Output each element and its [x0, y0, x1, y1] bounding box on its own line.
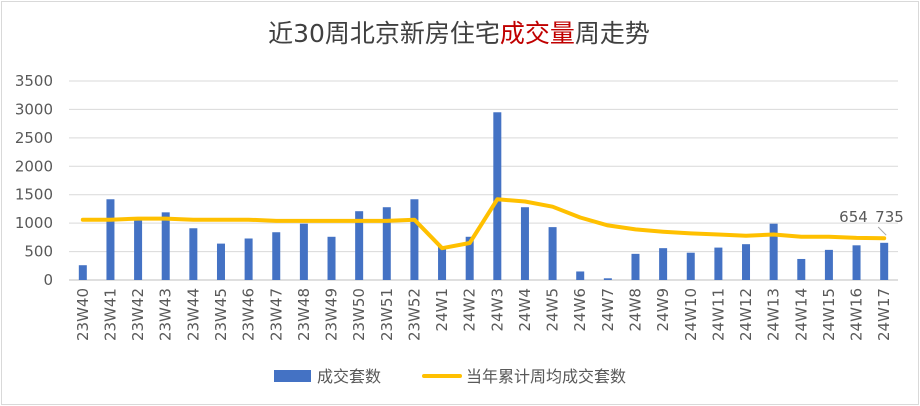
bar [520, 207, 529, 280]
x-tick-label: 24W17 [875, 288, 893, 341]
legend: 成交套数 当年累计周均成交套数 [274, 367, 626, 386]
legend-label: 当年累计周均成交套数 [466, 367, 626, 386]
x-tick-label: 24W6 [571, 288, 589, 331]
bar [327, 236, 336, 280]
x-tick-label: 23W51 [378, 288, 396, 341]
chart-title: 近30周北京新房住宅成交量周走势 [0, 14, 918, 50]
y-axis-ticks: 0 500 1000 1500 2000 2500 3000 3500 [15, 72, 53, 289]
bar [355, 211, 364, 280]
y-tick-label: 500 [24, 243, 53, 261]
chart-title-highlight: 成交量 [499, 19, 575, 48]
bar [493, 112, 502, 281]
annotations: 654 735 [839, 208, 904, 236]
bar [769, 223, 778, 280]
bar [299, 223, 308, 280]
bar [189, 228, 198, 280]
bar [603, 278, 612, 280]
x-tick-label: 23W46 [240, 288, 258, 341]
x-tick-label: 24W5 [544, 288, 562, 331]
y-tick-label: 0 [43, 271, 53, 289]
bar [548, 227, 557, 280]
y-tick-label: 1500 [15, 186, 53, 204]
y-tick-label: 3500 [15, 72, 53, 90]
x-tick-label: 23W41 [101, 288, 119, 341]
x-tick-label: 23W47 [267, 288, 285, 341]
leader-line [877, 226, 887, 236]
legend-label: 成交套数 [317, 367, 381, 386]
data-label: 654 [839, 208, 868, 226]
x-tick-label: 23W52 [405, 288, 423, 341]
x-tick-label: 24W14 [792, 288, 810, 341]
bar [161, 212, 170, 280]
x-tick-label: 24W8 [626, 288, 644, 331]
x-tick-label: 24W7 [599, 288, 617, 331]
bar [438, 246, 447, 280]
x-tick-label: 23W40 [74, 288, 92, 341]
x-tick-label: 24W1 [433, 288, 451, 331]
x-tick-label: 24W16 [848, 288, 866, 341]
bar [382, 207, 391, 280]
bar [78, 265, 87, 280]
bar [880, 242, 889, 280]
x-tick-label: 23W44 [184, 288, 202, 341]
line-series-path [80, 197, 887, 251]
bar [465, 236, 474, 280]
x-tick-label: 24W13 [765, 288, 783, 341]
bar [659, 248, 668, 280]
x-tick-label: 24W11 [709, 288, 727, 341]
x-tick-label: 23W48 [295, 288, 313, 341]
bar [244, 238, 253, 280]
bar [714, 247, 723, 280]
x-tick-label: 24W2 [461, 288, 479, 331]
bar [686, 252, 695, 280]
x-tick-label: 23W45 [212, 288, 230, 341]
bar [134, 220, 143, 280]
line-series [80, 197, 887, 251]
gridlines [69, 80, 898, 281]
x-tick-label: 24W12 [737, 288, 755, 341]
legend-swatch-bar [274, 370, 311, 382]
bar [216, 243, 225, 280]
x-tick-label: 23W43 [157, 288, 175, 341]
chart-title-prefix: 近30周北京新房住宅 [268, 19, 500, 48]
bar [852, 245, 861, 280]
x-tick-label: 24W3 [488, 288, 506, 331]
bar [576, 271, 585, 280]
bar-series [78, 112, 889, 281]
y-tick-label: 2000 [15, 157, 53, 175]
bar [742, 244, 751, 280]
x-tick-label: 24W10 [682, 288, 700, 341]
bar [824, 249, 833, 280]
y-tick-label: 2500 [15, 129, 53, 147]
x-tick-label: 23W50 [350, 288, 368, 341]
bar [797, 258, 806, 280]
x-tick-label: 24W9 [654, 288, 672, 331]
bar [272, 232, 281, 280]
data-label: 735 [875, 208, 904, 226]
x-tick-label: 24W4 [516, 288, 534, 331]
bar [410, 199, 419, 280]
bar [631, 253, 640, 280]
x-tick-label: 23W49 [323, 288, 341, 341]
y-tick-label: 1000 [15, 214, 53, 232]
x-tick-label: 23W42 [129, 288, 147, 341]
chart-title-suffix: 周走势 [574, 19, 650, 48]
x-tick-label: 24W15 [820, 288, 838, 341]
bar [106, 199, 115, 280]
x-axis-ticks: 23W40 23W41 23W42 23W43 23W44 23W45 23W46 23W47… [74, 288, 893, 341]
y-tick-label: 3000 [15, 100, 53, 118]
